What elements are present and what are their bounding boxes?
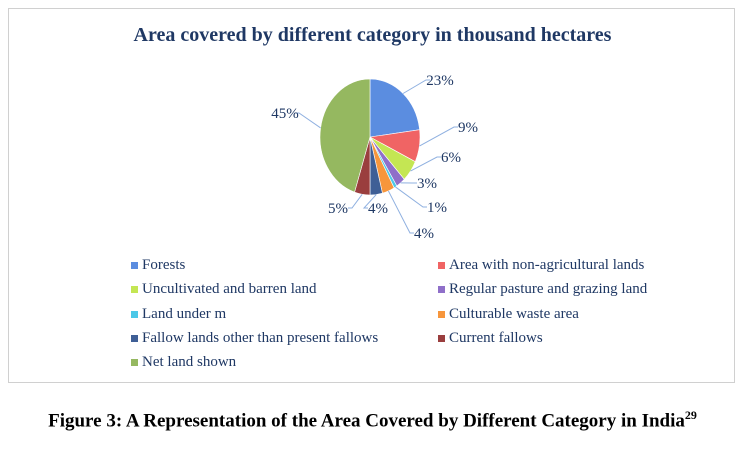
legend-label: Land under m <box>142 305 227 322</box>
leader-line-7 <box>348 193 363 209</box>
legend-item: Forests <box>131 257 185 274</box>
legend-swatch <box>131 262 138 269</box>
figure-caption: Figure 3: A Representation of the Area C… <box>0 408 745 432</box>
legend-swatch <box>131 310 138 318</box>
leader-line-8 <box>295 112 321 129</box>
data-label-8: 45% <box>271 106 299 122</box>
pie-chart: 23% 9% 6%3% 1% 4% 4% 5% 45% <box>271 73 478 242</box>
legend-swatch <box>438 286 445 294</box>
data-label-1: 9% <box>458 120 478 136</box>
legend-swatch <box>438 334 445 342</box>
leader-line-6 <box>362 194 377 209</box>
chart-title: Area covered by different category in th… <box>133 24 612 46</box>
pie-slice-8 <box>319 78 371 193</box>
legend-label: Uncultivated and barren land <box>142 281 317 298</box>
legend-item: Fallow lands other than present fallows <box>131 330 378 347</box>
legend-label: Net land shown <box>142 354 237 371</box>
legend-item: Current fallows <box>438 330 543 347</box>
data-label-0: 23% <box>426 73 454 89</box>
legend-item: Area with non-agricultural lands <box>438 257 644 274</box>
legend-label: Forests <box>142 257 186 273</box>
legend-label: Area with non-agricultural lands <box>449 257 645 273</box>
leader-line-4 <box>395 186 427 208</box>
legend-item: Regular pasture and grazing land <box>438 281 647 298</box>
caption-reference: 29 <box>684 408 697 422</box>
chart-frame <box>8 8 735 383</box>
data-label-6: 4% <box>368 201 388 217</box>
data-label-7: 5% <box>328 201 348 217</box>
legend-label: Fallow lands other than present fallows <box>142 329 379 346</box>
data-label-2: 6% <box>441 150 461 166</box>
leader-line-2 <box>410 156 441 172</box>
data-label-5: 4% <box>414 226 434 242</box>
leader-line-5 <box>387 190 414 234</box>
leader-line-0 <box>402 79 430 94</box>
legend-swatch <box>131 359 138 367</box>
data-label-3: 3% <box>417 176 437 192</box>
legend-label: Regular pasture and grazing land <box>449 281 648 298</box>
legend-label: Current fallows <box>449 329 543 346</box>
legend-swatch <box>438 262 445 269</box>
legend-item: Uncultivated and barren land <box>131 281 317 298</box>
legend-swatch <box>131 334 138 342</box>
legend-label: Culturable waste area <box>449 305 579 322</box>
legend-item: Culturable waste area <box>438 306 579 323</box>
legend-swatch <box>438 310 445 318</box>
caption-text: Figure 3: A Representation of the Area C… <box>48 410 685 432</box>
legend-swatch <box>131 286 138 294</box>
legend-item: Net land shown <box>131 354 236 371</box>
data-label-4: 1% <box>427 200 447 216</box>
legend-item: Land under m <box>131 306 226 323</box>
leader-line-1 <box>419 126 458 147</box>
